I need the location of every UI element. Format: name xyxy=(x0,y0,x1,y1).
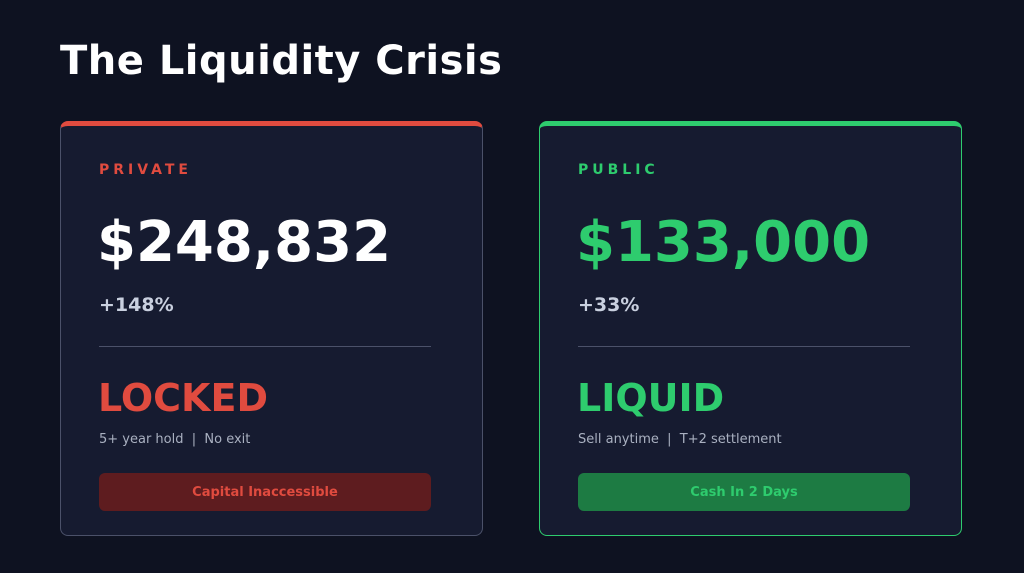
status: LOCKED xyxy=(98,376,268,420)
divider xyxy=(99,346,431,347)
badge: Capital Inaccessible xyxy=(99,473,431,511)
badge: Cash In 2 Days xyxy=(578,473,910,511)
change: +33% xyxy=(578,294,640,316)
change: +148% xyxy=(99,294,174,316)
card: PRIVATE $248,832 +148% LOCKED 5+ year ho… xyxy=(60,121,483,536)
card: PUBLIC $133,000 +33% LIQUID Sell anytime… xyxy=(539,121,962,536)
amount: $133,000 xyxy=(576,210,871,275)
divider xyxy=(578,346,910,347)
card-label: PUBLIC xyxy=(578,162,659,178)
details: Sell anytime | T+2 settlement xyxy=(578,432,782,447)
slide-title: The Liquidity Crisis xyxy=(60,38,503,84)
status: LIQUID xyxy=(577,376,725,420)
details: 5+ year hold | No exit xyxy=(99,432,251,447)
amount: $248,832 xyxy=(97,210,392,275)
card-label: PRIVATE xyxy=(99,162,192,178)
